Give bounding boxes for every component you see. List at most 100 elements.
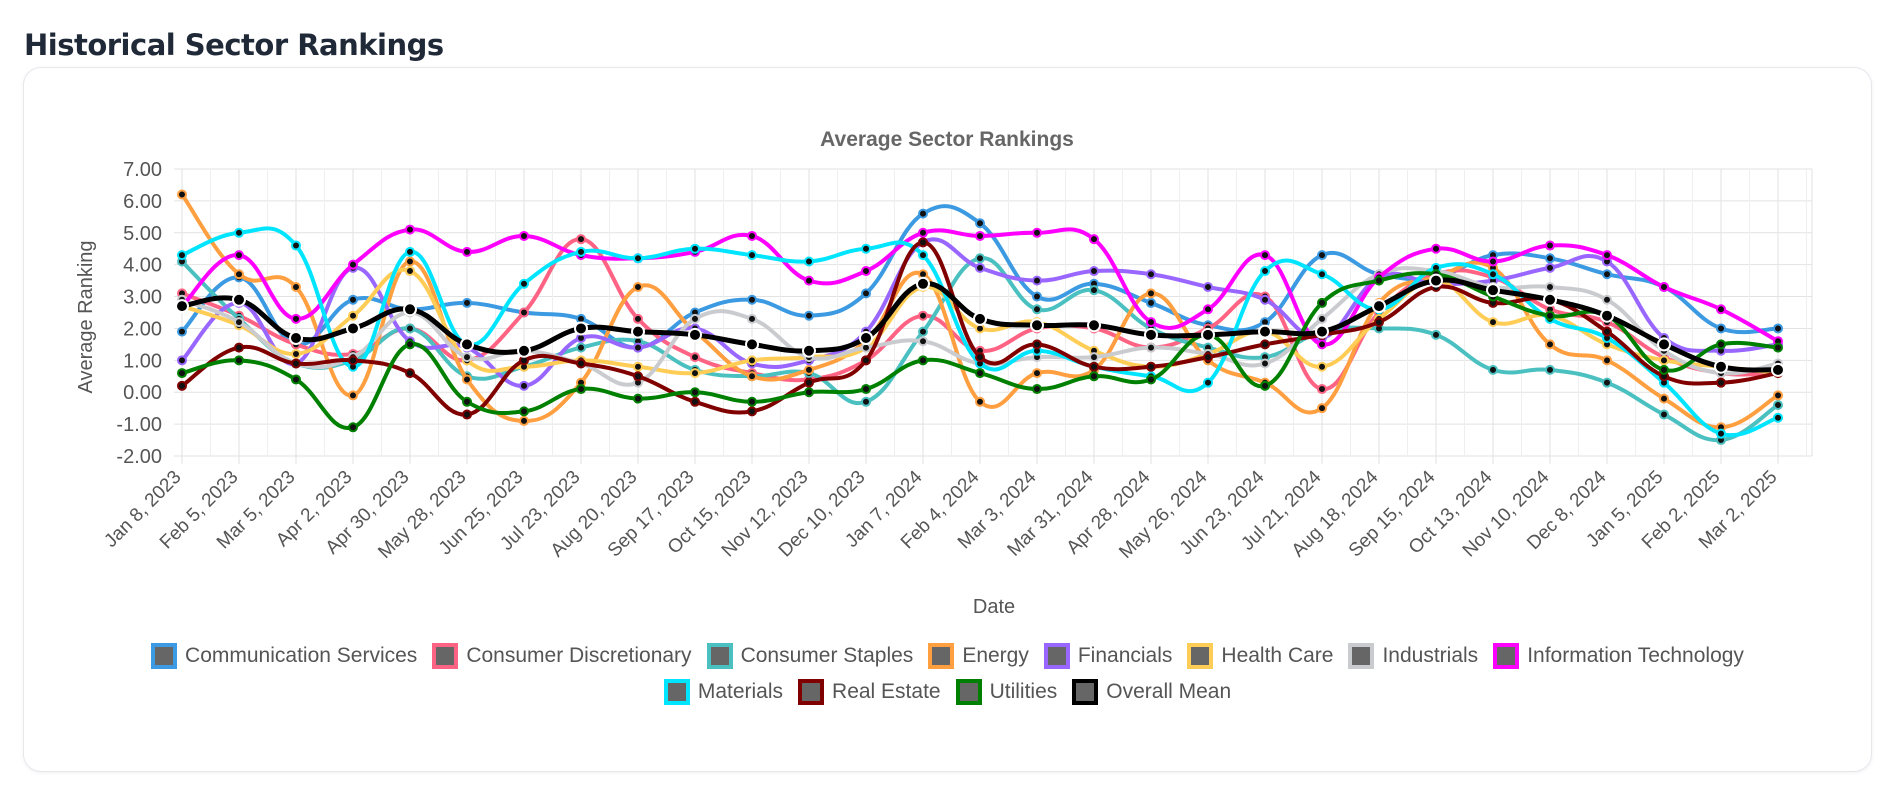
data-point[interactable] — [1032, 275, 1042, 286]
data-point[interactable] — [348, 390, 358, 401]
data-point[interactable] — [291, 358, 301, 369]
data-point[interactable] — [177, 380, 187, 391]
data-point[interactable] — [405, 266, 415, 277]
data-point[interactable] — [289, 331, 303, 346]
data-point[interactable] — [802, 343, 816, 358]
data-point[interactable] — [1545, 240, 1555, 251]
legend-item[interactable]: Energy — [928, 643, 1029, 669]
data-point[interactable] — [1771, 362, 1785, 377]
data-point[interactable] — [975, 352, 985, 363]
data-point[interactable] — [1716, 304, 1726, 315]
data-point[interactable] — [804, 256, 814, 267]
data-point[interactable] — [1545, 364, 1555, 375]
data-point[interactable] — [1773, 323, 1783, 334]
data-point[interactable] — [1146, 269, 1156, 280]
data-point[interactable] — [747, 371, 757, 382]
data-point[interactable] — [1317, 297, 1327, 308]
data-point[interactable] — [177, 250, 187, 261]
data-point[interactable] — [1773, 412, 1783, 423]
data-point[interactable] — [519, 278, 529, 289]
data-point[interactable] — [405, 368, 415, 379]
data-point[interactable] — [975, 262, 985, 273]
legend-item[interactable]: Information Technology — [1493, 643, 1744, 669]
data-point[interactable] — [462, 374, 472, 385]
data-point[interactable] — [1089, 285, 1099, 296]
data-point[interactable] — [1545, 310, 1555, 321]
data-point[interactable] — [633, 393, 643, 404]
data-point[interactable] — [405, 224, 415, 235]
data-point[interactable] — [576, 342, 586, 353]
data-point[interactable] — [1714, 359, 1728, 374]
data-point[interactable] — [291, 313, 301, 324]
data-point[interactable] — [576, 384, 586, 395]
data-point[interactable] — [633, 371, 643, 382]
data-point[interactable] — [1258, 324, 1272, 339]
data-point[interactable] — [519, 406, 529, 417]
data-point[interactable] — [1659, 355, 1669, 366]
data-point[interactable] — [1600, 308, 1614, 323]
data-point[interactable] — [348, 259, 358, 270]
data-point[interactable] — [690, 387, 700, 398]
data-point[interactable] — [1146, 374, 1156, 385]
data-point[interactable] — [517, 343, 531, 358]
data-point[interactable] — [291, 281, 301, 292]
data-point[interactable] — [1372, 299, 1386, 314]
data-point[interactable] — [1429, 273, 1443, 288]
data-point[interactable] — [1260, 358, 1270, 369]
data-point[interactable] — [519, 415, 529, 426]
data-point[interactable] — [631, 324, 645, 339]
data-point[interactable] — [232, 292, 246, 307]
data-point[interactable] — [633, 253, 643, 264]
data-point[interactable] — [519, 380, 529, 391]
data-point[interactable] — [462, 352, 472, 363]
legend-item[interactable]: Financials — [1043, 643, 1172, 669]
data-point[interactable] — [1602, 326, 1612, 337]
data-point[interactable] — [861, 288, 871, 299]
data-point[interactable] — [346, 321, 360, 336]
data-point[interactable] — [1260, 266, 1270, 277]
data-point[interactable] — [177, 189, 187, 200]
data-point[interactable] — [519, 230, 529, 241]
data-point[interactable] — [975, 218, 985, 229]
data-point[interactable] — [804, 387, 814, 398]
data-point[interactable] — [918, 336, 928, 347]
data-point[interactable] — [1032, 339, 1042, 350]
data-point[interactable] — [1146, 288, 1156, 299]
data-point[interactable] — [1032, 368, 1042, 379]
data-point[interactable] — [1203, 352, 1213, 363]
data-point[interactable] — [1089, 352, 1099, 363]
data-point[interactable] — [747, 313, 757, 324]
data-point[interactable] — [1773, 342, 1783, 353]
data-point[interactable] — [405, 246, 415, 257]
data-point[interactable] — [918, 310, 928, 321]
data-point[interactable] — [1545, 281, 1555, 292]
data-point[interactable] — [348, 294, 358, 305]
data-point[interactable] — [1773, 399, 1783, 410]
data-point[interactable] — [177, 326, 187, 337]
data-point[interactable] — [405, 339, 415, 350]
data-point[interactable] — [234, 342, 244, 353]
data-point[interactable] — [1030, 318, 1044, 333]
data-point[interactable] — [1317, 339, 1327, 350]
data-point[interactable] — [1146, 361, 1156, 372]
data-point[interactable] — [234, 269, 244, 280]
data-point[interactable] — [1374, 275, 1384, 286]
data-point[interactable] — [1716, 339, 1726, 350]
data-point[interactable] — [1716, 323, 1726, 334]
data-point[interactable] — [859, 331, 873, 346]
data-point[interactable] — [747, 396, 757, 407]
data-point[interactable] — [576, 246, 586, 257]
data-point[interactable] — [1089, 234, 1099, 245]
data-point[interactable] — [1431, 329, 1441, 340]
data-point[interactable] — [804, 364, 814, 375]
data-point[interactable] — [1716, 377, 1726, 388]
data-point[interactable] — [175, 299, 189, 314]
data-point[interactable] — [804, 377, 814, 388]
data-point[interactable] — [975, 368, 985, 379]
data-point[interactable] — [1374, 317, 1384, 328]
data-point[interactable] — [1716, 428, 1726, 439]
data-point[interactable] — [633, 281, 643, 292]
data-point[interactable] — [1315, 324, 1329, 339]
data-point[interactable] — [1032, 291, 1042, 302]
data-point[interactable] — [861, 243, 871, 254]
